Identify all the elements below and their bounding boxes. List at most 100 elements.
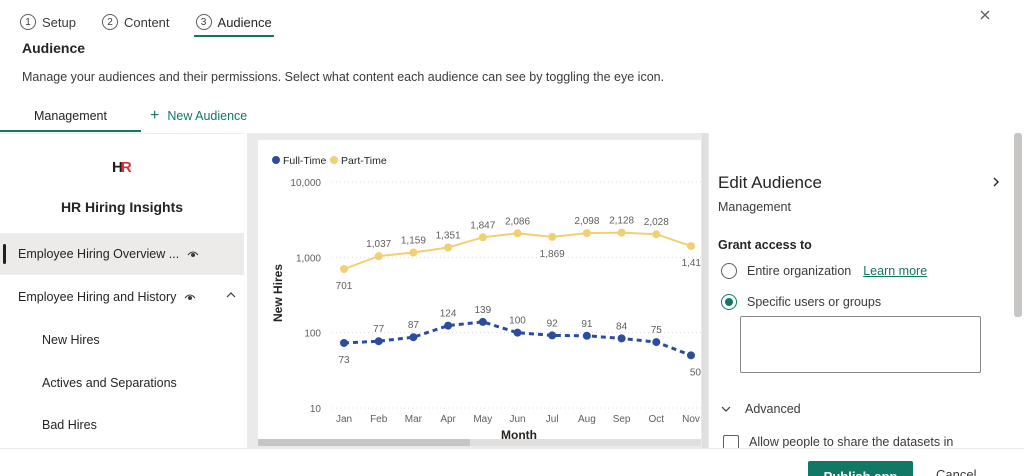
data-point[interactable]: [582, 331, 591, 340]
data-point[interactable]: [444, 243, 453, 252]
edit-audience-panel: Edit Audience Management Grant access to…: [708, 133, 1024, 448]
step-label: Audience: [217, 14, 272, 30]
series-line-full-time: [343, 320, 692, 357]
data-point[interactable]: [444, 321, 453, 330]
step-label: Setup: [42, 14, 76, 30]
data-point[interactable]: [478, 317, 487, 326]
line-chart: 10 100 1,000 10,000 Jan Feb Mar Apr May Jun Jul Au…: [271, 155, 701, 442]
data-label: 87: [408, 320, 420, 331]
data-label: 2,098: [574, 216, 599, 227]
cancel-button[interactable]: Cancel: [936, 467, 977, 476]
nav-item-label: Employee Hiring and History: [18, 290, 177, 304]
panel-scrollbar[interactable]: [1014, 133, 1022, 317]
data-label: 1,847: [470, 220, 495, 231]
x-tick-label: Jan: [336, 414, 352, 425]
data-label: 1,351: [436, 230, 461, 241]
y-tick-label: 10: [310, 404, 322, 415]
data-label: 91: [581, 319, 593, 330]
data-point[interactable]: [409, 248, 418, 257]
y-tick-label: 10,000: [290, 178, 321, 189]
eye-icon[interactable]: [184, 292, 196, 302]
scrollbar-thumb[interactable]: [258, 439, 470, 446]
new-audience-button[interactable]: + New Audience: [150, 108, 247, 124]
grant-access-label: Grant access to: [718, 238, 812, 252]
app-name: HR Hiring Insights: [60, 199, 184, 215]
x-tick-label: Feb: [370, 414, 388, 425]
nav-item-bad-hires[interactable]: Bad Hires: [0, 404, 244, 446]
data-point[interactable]: [374, 252, 383, 261]
data-point[interactable]: [513, 229, 522, 238]
data-point[interactable]: [374, 337, 383, 346]
option-specific-users[interactable]: Specific users or groups: [721, 294, 881, 310]
horizontal-scrollbar[interactable]: [258, 439, 701, 446]
data-label: 100: [509, 316, 526, 327]
share-datasets-option[interactable]: Allow people to share the datasets in: [723, 435, 953, 448]
footer-bar: Publish app Cancel: [0, 448, 1024, 476]
step-setup[interactable]: 1 Setup: [20, 10, 76, 34]
step-number: 3: [195, 14, 212, 30]
panel-title: Edit Audience: [718, 173, 822, 192]
nav-item-actives-separations[interactable]: Actives and Separations: [0, 362, 244, 404]
nav-item-label: New Hires: [42, 333, 100, 347]
data-label: 84: [616, 321, 628, 332]
publish-app-button[interactable]: Publish app: [808, 461, 913, 476]
advanced-label: Advanced: [745, 402, 801, 416]
data-label: 75: [651, 325, 663, 336]
chevron-up-icon[interactable]: [226, 290, 236, 300]
panel-subtitle: Management: [718, 200, 791, 214]
data-label: 73: [338, 355, 350, 366]
app-navigation: HR HR Hiring Insights Employee Hiring Ov…: [0, 133, 244, 448]
data-point[interactable]: [513, 328, 522, 337]
option-label: Entire organization: [747, 264, 852, 278]
data-point[interactable]: [617, 228, 626, 237]
data-point[interactable]: [652, 230, 661, 239]
x-tick-label: Sep: [613, 414, 631, 425]
option-entire-organization[interactable]: Entire organization Learn more: [721, 263, 927, 279]
tab-management[interactable]: Management: [0, 104, 141, 132]
nav-item-new-hires[interactable]: New Hires: [0, 319, 244, 361]
data-point[interactable]: [687, 351, 695, 360]
close-icon[interactable]: [978, 8, 992, 22]
data-point[interactable]: [340, 338, 348, 347]
nav-item-employee-hiring-history[interactable]: Employee Hiring and History: [0, 276, 244, 318]
learn-more-link[interactable]: Learn more: [863, 264, 928, 278]
data-label: 1,159: [401, 236, 426, 247]
data-point[interactable]: [548, 331, 557, 340]
data-point[interactable]: [617, 334, 626, 343]
chevron-down-icon: [721, 406, 731, 412]
step-audience[interactable]: 3 Audience: [193, 10, 274, 37]
wizard-stepper: 1 Setup 2 Content 3 Audience: [20, 10, 274, 37]
advanced-section-toggle[interactable]: Advanced: [721, 402, 801, 416]
radio-entire-organization[interactable]: [721, 263, 737, 279]
data-label: 2,086: [505, 216, 530, 227]
legend-part-time: Part-Time: [341, 155, 387, 167]
data-point[interactable]: [652, 338, 661, 347]
nav-item-employee-hiring-overview[interactable]: Employee Hiring Overview ...: [0, 233, 244, 275]
x-tick-label: Mar: [405, 414, 423, 425]
data-point[interactable]: [687, 242, 695, 251]
page-description: Manage your audiences and their permissi…: [22, 70, 665, 84]
nav-item-label: Bad Hires: [42, 418, 97, 432]
chart-visual[interactable]: 10 100 1,000 10,000 Jan Feb Mar Apr May Jun Jul Au…: [258, 140, 701, 442]
x-tick-label: Apr: [440, 414, 456, 425]
data-point[interactable]: [478, 233, 487, 242]
data-point[interactable]: [340, 264, 348, 273]
step-label: Content: [123, 14, 170, 30]
data-point[interactable]: [548, 232, 557, 241]
radio-specific-users[interactable]: [721, 294, 737, 310]
y-axis-title: New Hires: [271, 264, 285, 322]
share-datasets-label: Allow people to share the datasets in: [749, 435, 954, 448]
data-label: 701: [336, 281, 353, 292]
users-groups-input[interactable]: [740, 316, 981, 373]
eye-icon[interactable]: [187, 249, 199, 259]
chevron-right-icon[interactable]: [991, 177, 1001, 187]
data-point[interactable]: [582, 229, 591, 238]
data-label: 77: [373, 324, 385, 335]
legend-marker-full-time: [272, 156, 280, 164]
canvas-vertical-scrollbar[interactable]: [702, 133, 708, 448]
data-label: 50: [690, 367, 701, 378]
share-datasets-checkbox[interactable]: [723, 435, 739, 448]
data-label: 1,41: [682, 258, 701, 269]
step-content[interactable]: 2 Content: [101, 10, 170, 34]
data-point[interactable]: [409, 333, 418, 342]
